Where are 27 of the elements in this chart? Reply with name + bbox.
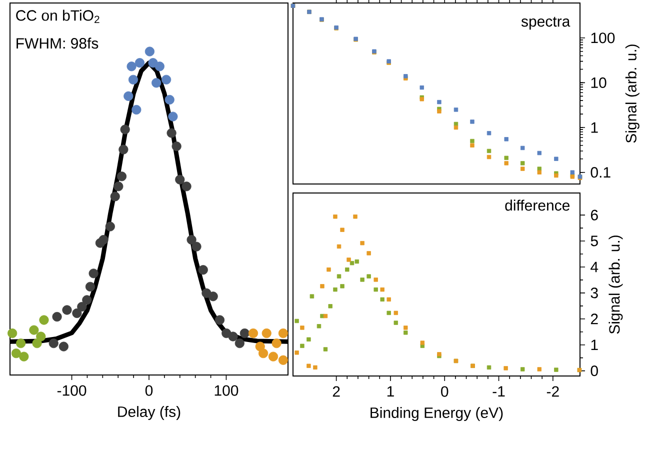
y-axis-title: Signal (arb. u.) bbox=[608, 236, 623, 334]
y-tick-label: 4 bbox=[590, 262, 598, 272]
y-tick-label: 10 bbox=[591, 77, 606, 88]
x-tick-label: 0 bbox=[441, 386, 448, 397]
x-tick-label: 2 bbox=[332, 386, 340, 397]
y-tick-label: 2 bbox=[590, 314, 598, 324]
y-tick-label: 1 bbox=[591, 122, 598, 133]
y-tick-label: 100 bbox=[591, 32, 615, 44]
y-tick-label: 0 bbox=[590, 366, 598, 376]
x-axis-title: Delay (fs) bbox=[118, 406, 180, 420]
text: FWHM: 98fs bbox=[16, 38, 98, 49]
annotation: spectra bbox=[521, 16, 570, 30]
y-tick-label: 5 bbox=[590, 236, 598, 246]
y-tick-label: 3 bbox=[590, 288, 598, 298]
y-tick-label: 6 bbox=[590, 210, 598, 220]
x-tick-label: -100 bbox=[57, 385, 86, 396]
x-axis-title: Binding Energy (eV) bbox=[370, 407, 503, 421]
y-tick-label: 0.1 bbox=[590, 167, 610, 178]
x-tick-label: 100 bbox=[214, 385, 238, 396]
x-tick-label: -1 bbox=[492, 386, 505, 397]
x-tick-label: -2 bbox=[546, 386, 559, 397]
text: CC on bTiO$_{2}$ bbox=[16, 10, 100, 24]
y-axis-title: Signal (arb. u.) bbox=[625, 44, 640, 143]
y-tick-label: 1 bbox=[591, 340, 598, 350]
x-tick-label: 0 bbox=[145, 385, 153, 396]
x-tick-label: 1 bbox=[387, 386, 394, 397]
annotation: difference bbox=[505, 200, 570, 211]
